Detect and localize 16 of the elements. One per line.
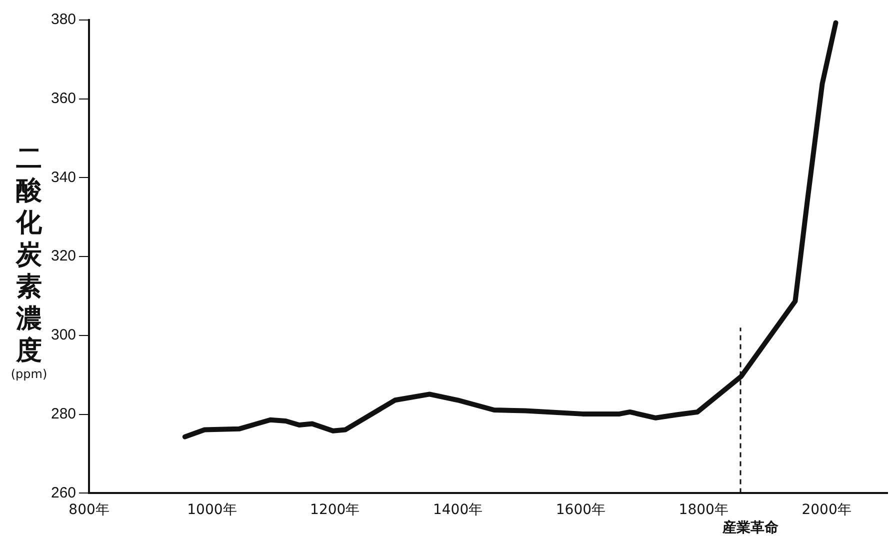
y-tick-label: 360: [50, 90, 76, 108]
y-tick-label: 280: [50, 405, 76, 422]
y-tick-label: 380: [50, 11, 76, 28]
y-tick-label: 260: [50, 484, 76, 502]
y-axis-title: 二酸化炭素濃度(ppm): [10, 143, 48, 381]
x-tick-label: 1200年: [310, 502, 360, 518]
y-tick-label: 340: [50, 168, 76, 186]
x-tick-label: 1000年: [187, 502, 237, 518]
ref-line-label: 産業革命: [721, 518, 780, 536]
y-tick-label: 300: [50, 326, 76, 344]
x-tick-label: 2000年: [802, 502, 852, 518]
x-tick-label: 800年: [68, 502, 110, 518]
x-tick-label: 1600年: [556, 502, 606, 518]
x-tick-label: 1400年: [432, 502, 483, 518]
x-tick-label: 1800年: [678, 502, 728, 518]
y-tick-label: 320: [50, 248, 76, 265]
